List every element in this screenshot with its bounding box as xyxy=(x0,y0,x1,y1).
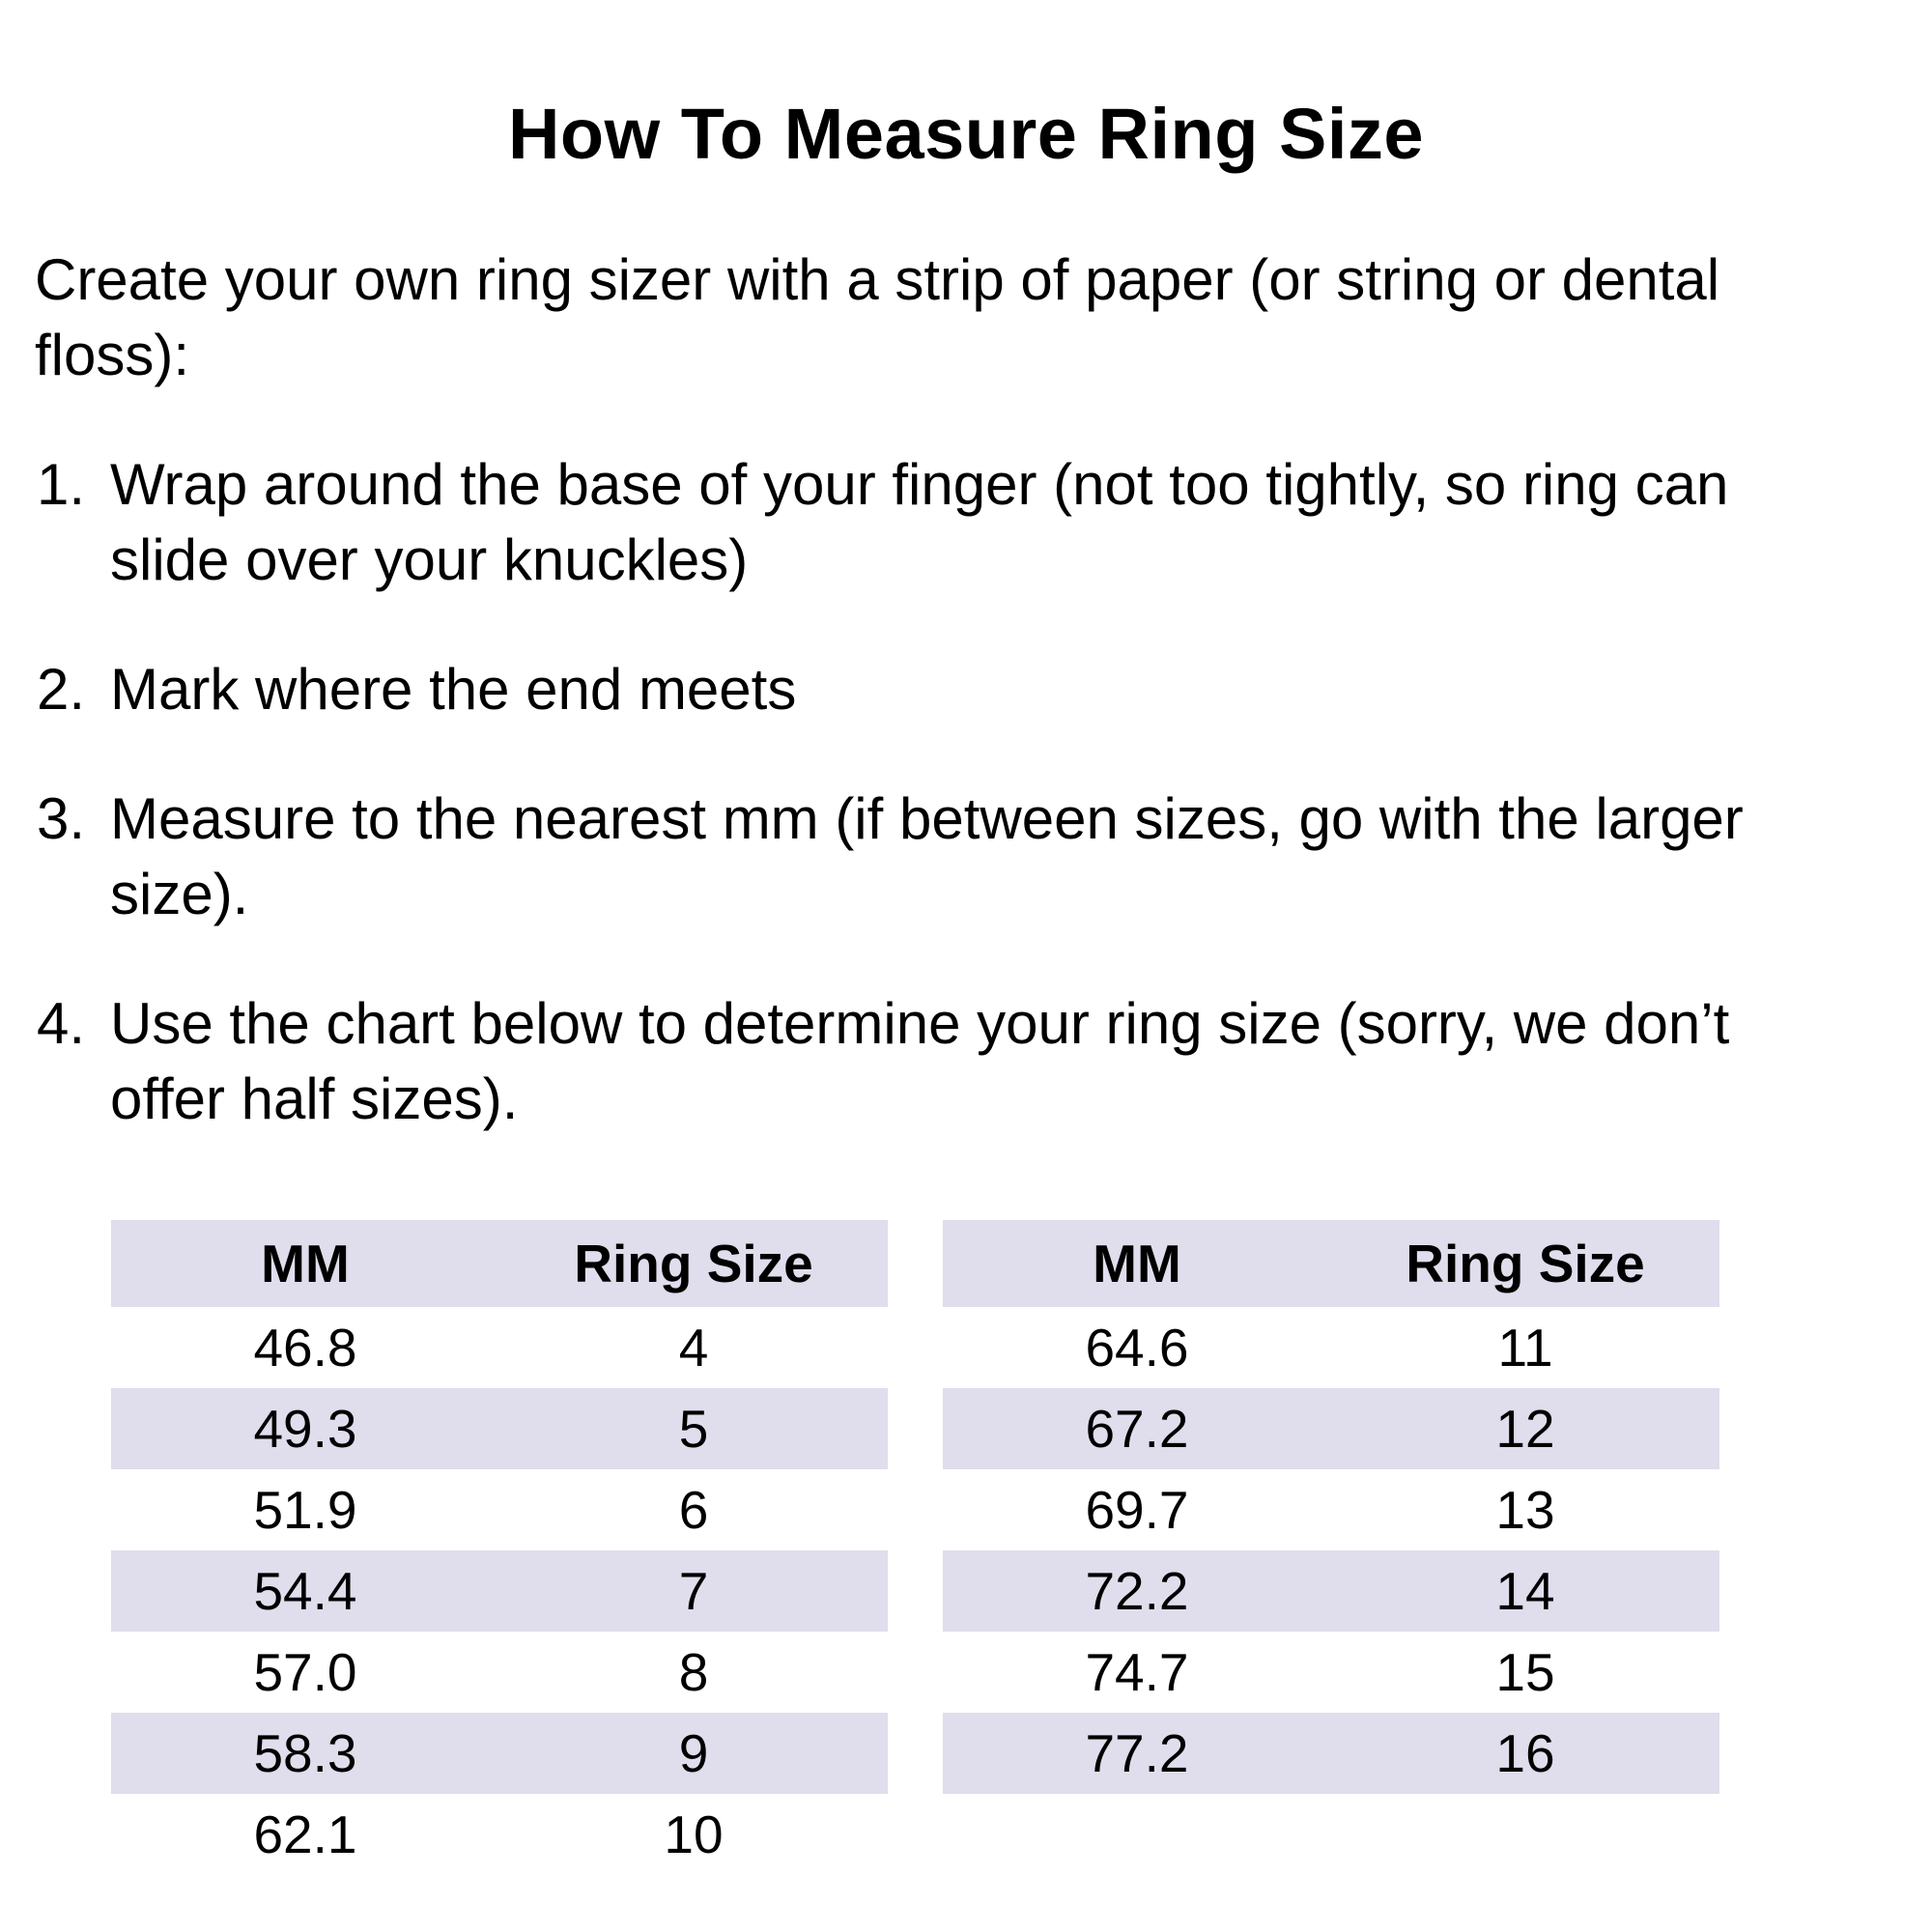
size-table-left: MM Ring Size 46.8 4 49.3 5 51.9 6 54.4 7… xyxy=(111,1220,888,1875)
column-header-mm: MM xyxy=(1093,1234,1181,1293)
mm-value: 74.7 xyxy=(1085,1642,1189,1702)
column-header-ring-size: Ring Size xyxy=(1406,1234,1645,1293)
list-item-1: 1. Wrap around the base of your finger (… xyxy=(37,447,1903,598)
mm-value: 72.2 xyxy=(1085,1561,1189,1621)
ring-size-value: 7 xyxy=(678,1561,709,1621)
table-row: 77.2 16 xyxy=(943,1713,1719,1794)
ring-size-value: 16 xyxy=(1495,1723,1555,1783)
mm-value: 77.2 xyxy=(1085,1723,1189,1783)
table-row: 51.9 6 xyxy=(111,1469,888,1550)
step-number: 4. xyxy=(37,991,86,1056)
step-number: 1. xyxy=(37,452,86,517)
intro-text: Create your own ring sizer with a strip … xyxy=(35,247,1720,387)
table-row: 54.4 7 xyxy=(111,1550,888,1632)
ring-size-value: 10 xyxy=(664,1804,724,1864)
ring-size-value: 9 xyxy=(678,1723,709,1783)
table-row: 49.3 5 xyxy=(111,1388,888,1469)
instruction-list: 1. Wrap around the base of your finger (… xyxy=(0,447,1932,1137)
ring-size-value: 11 xyxy=(1497,1318,1553,1378)
step-text: Measure to the nearest mm (if between si… xyxy=(110,786,1744,926)
column-header-ring-size: Ring Size xyxy=(574,1234,813,1293)
mm-value: 62.1 xyxy=(253,1804,357,1864)
ring-size-value: 6 xyxy=(678,1480,709,1540)
ring-size-value: 8 xyxy=(678,1642,709,1702)
table-row: 46.8 4 xyxy=(111,1307,888,1388)
mm-value: 69.7 xyxy=(1085,1480,1189,1540)
mm-value: 51.9 xyxy=(253,1480,357,1540)
table-row: 74.7 15 xyxy=(943,1632,1719,1713)
list-item-2: 2. Mark where the end meets xyxy=(37,652,1903,727)
step-text: Use the chart below to determine your ri… xyxy=(110,991,1730,1131)
step-text: Wrap around the base of your finger (not… xyxy=(110,452,1729,592)
ring-size-value: 15 xyxy=(1495,1642,1555,1702)
ring-size-value: 4 xyxy=(678,1318,709,1378)
table-row: 64.6 11 xyxy=(943,1307,1719,1388)
ring-size-value: 5 xyxy=(678,1399,709,1459)
size-table-right: MM Ring Size 64.6 11 67.2 12 69.7 13 72.… xyxy=(943,1220,1719,1875)
ring-size-value: 14 xyxy=(1495,1561,1555,1621)
table-row: 69.7 13 xyxy=(943,1469,1719,1550)
ring-size-value: 12 xyxy=(1495,1399,1555,1459)
mm-value: 46.8 xyxy=(253,1318,357,1378)
list-item-3: 3. Measure to the nearest mm (if between… xyxy=(37,781,1903,932)
table-row: 62.1 10 xyxy=(111,1794,888,1875)
table-row: 58.3 9 xyxy=(111,1713,888,1794)
mm-value: 58.3 xyxy=(253,1723,357,1783)
table-row: 57.0 8 xyxy=(111,1632,888,1713)
size-chart: MM Ring Size 46.8 4 49.3 5 51.9 6 54.4 7… xyxy=(111,1220,1719,1875)
mm-value: 67.2 xyxy=(1085,1399,1189,1459)
ring-size-value: 13 xyxy=(1495,1480,1555,1540)
step-text: Mark where the end meets xyxy=(110,657,797,722)
mm-value: 57.0 xyxy=(253,1642,357,1702)
list-item-4: 4. Use the chart below to determine your… xyxy=(37,986,1903,1137)
step-number: 2. xyxy=(37,657,86,722)
table-row: 72.2 14 xyxy=(943,1550,1719,1632)
step-number: 3. xyxy=(37,786,86,851)
mm-value: 64.6 xyxy=(1085,1318,1189,1378)
mm-value: 49.3 xyxy=(253,1399,357,1459)
mm-value: 54.4 xyxy=(253,1561,357,1621)
page-title: How To Measure Ring Size xyxy=(507,94,1425,174)
table-header-row: MM Ring Size xyxy=(943,1220,1719,1307)
table-header-row: MM Ring Size xyxy=(111,1220,888,1307)
table-row: 67.2 12 xyxy=(943,1388,1719,1469)
column-header-mm: MM xyxy=(261,1234,350,1293)
